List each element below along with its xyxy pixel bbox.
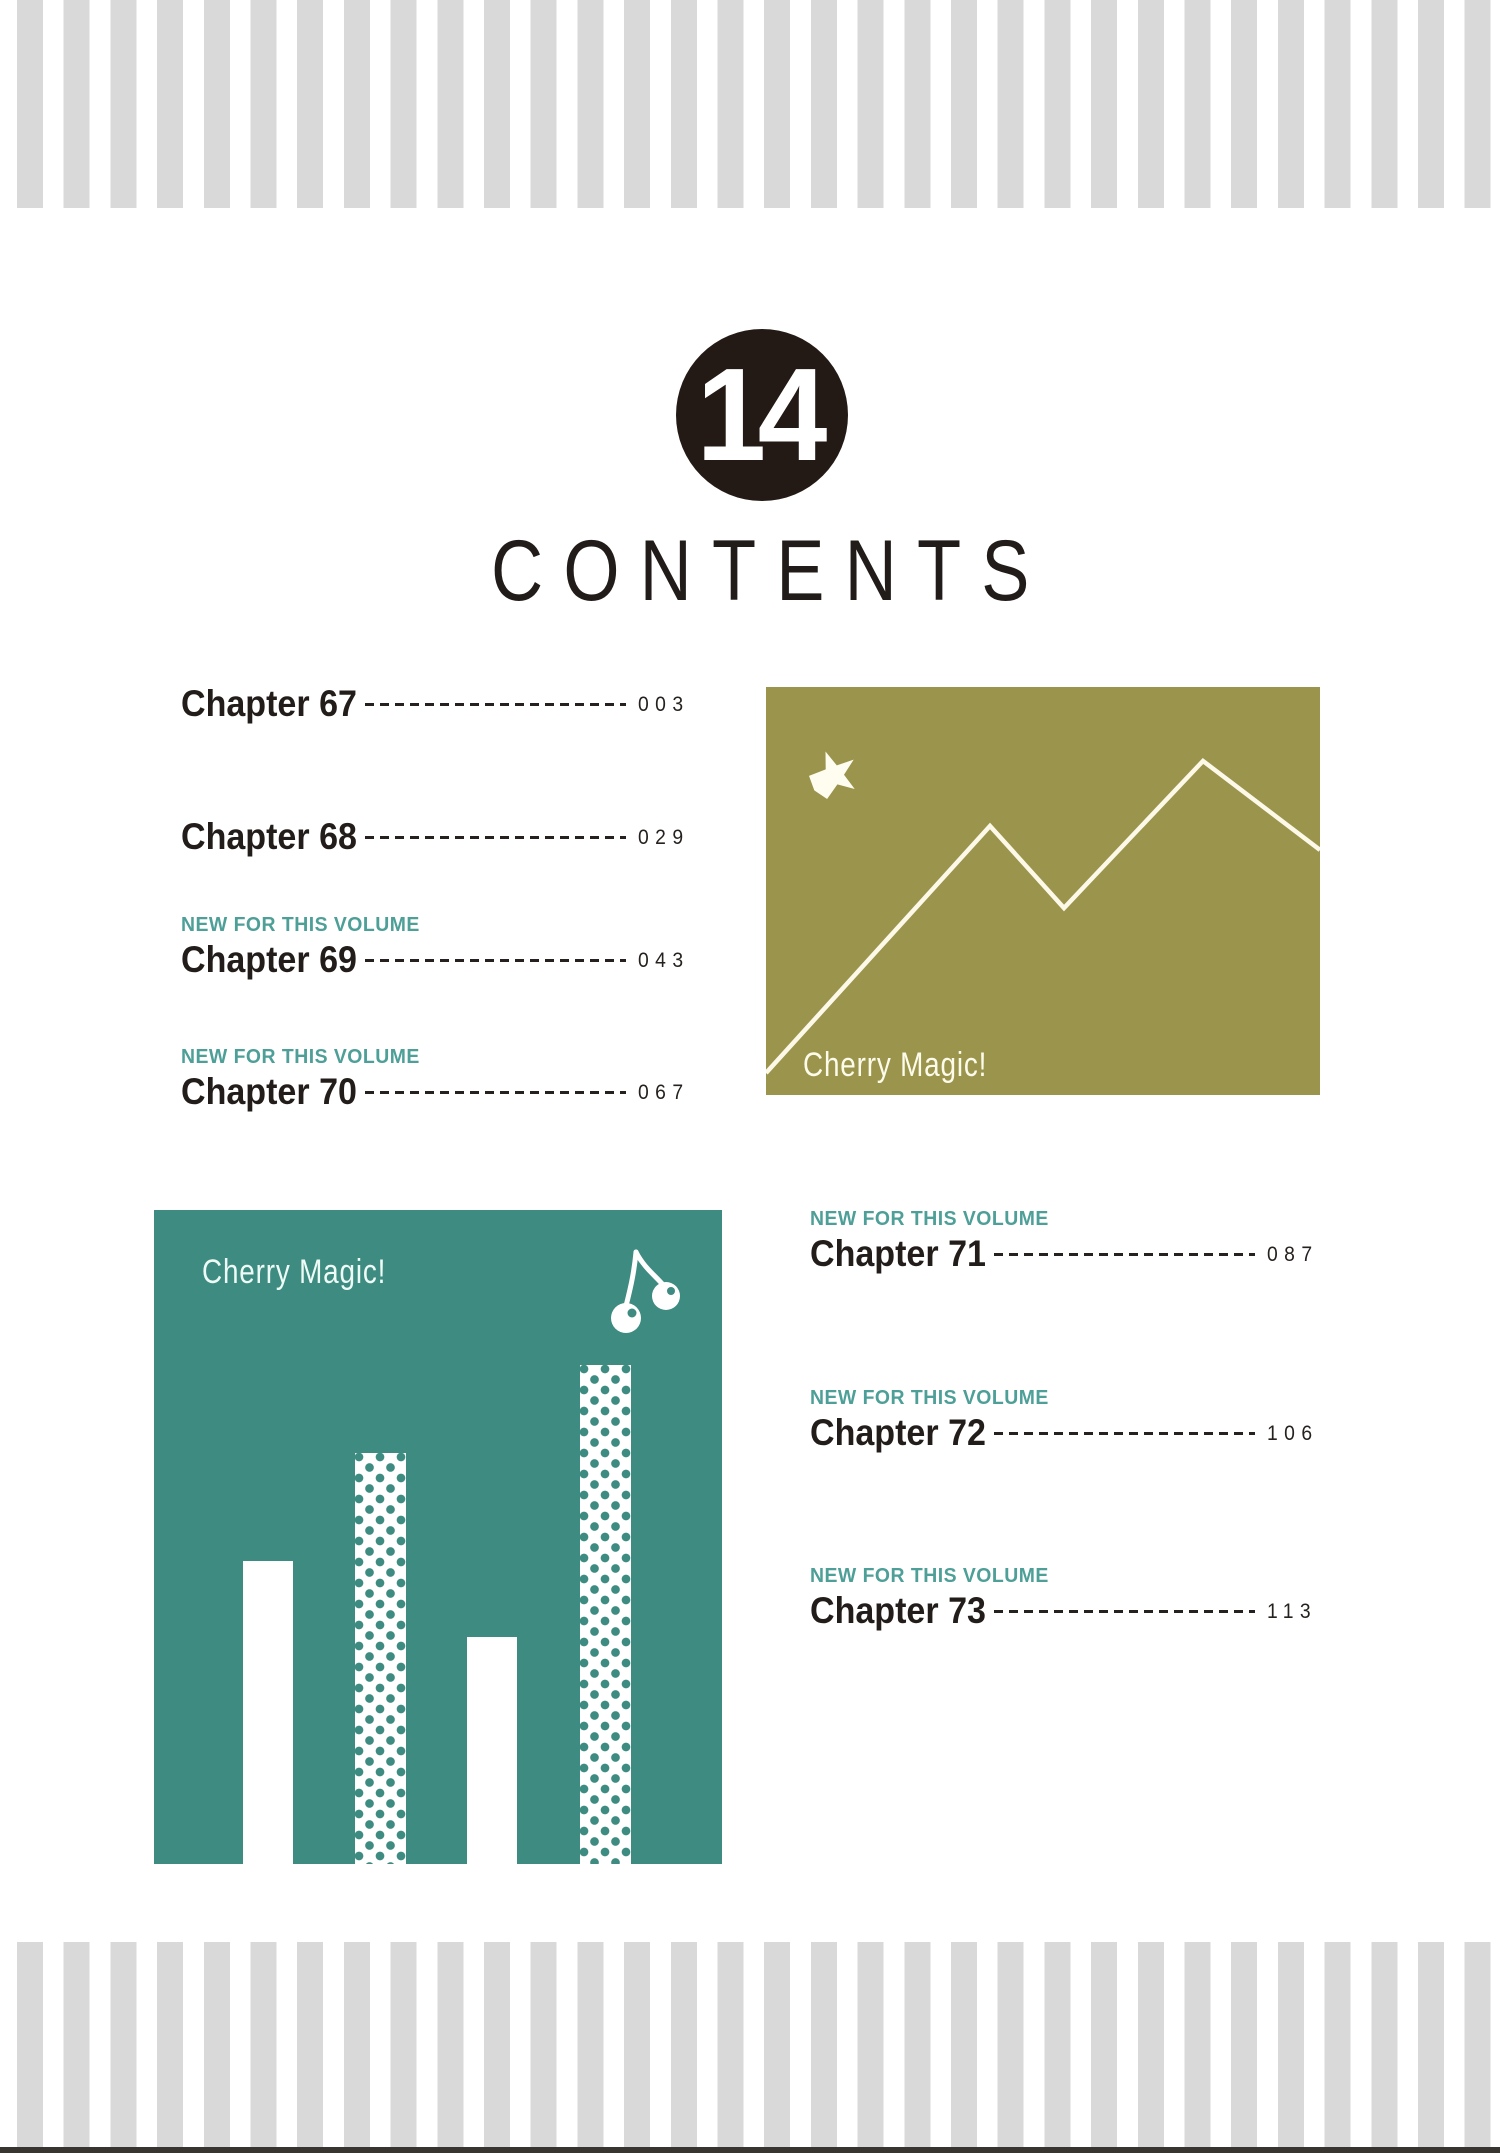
new-for-this-volume-label: NEW FOR THIS VOLUME <box>810 1208 1049 1230</box>
dash-leader <box>994 1431 1255 1435</box>
chapter-title: Chapter 68 <box>181 816 357 857</box>
chapter-title: Chapter 67 <box>181 683 357 724</box>
new-for-this-volume-label: NEW FOR THIS VOLUME <box>810 1565 1049 1587</box>
dash-leader <box>994 1609 1255 1613</box>
page-number: 067 <box>638 1080 690 1104</box>
series-title: Cherry Magic! <box>202 1253 387 1291</box>
cherry-icon <box>606 1248 682 1348</box>
dash-leader <box>365 958 626 962</box>
dash-leader <box>365 835 626 839</box>
page-number: 087 <box>1267 1242 1319 1266</box>
page-number: 003 <box>638 692 690 716</box>
page-number: 029 <box>638 825 690 849</box>
chapter-title: Chapter 73 <box>810 1590 986 1631</box>
toc-entry-chapter-68: Chapter 68 029 <box>181 817 686 857</box>
new-for-this-volume-label: NEW FOR THIS VOLUME <box>181 914 420 936</box>
volume-number: 14 <box>696 341 828 488</box>
bottom-stripe-band <box>0 1942 1500 2153</box>
chapter-title: Chapter 69 <box>181 939 357 980</box>
page-number: 043 <box>638 948 690 972</box>
mountain-line <box>766 751 1320 1075</box>
dash-leader <box>365 1090 626 1094</box>
decorative-bar-dotted-2 <box>580 1365 631 1864</box>
chapter-title: Chapter 71 <box>810 1233 986 1274</box>
page-number: 106 <box>1267 1421 1319 1445</box>
toc-entry-chapter-67: Chapter 67 003 <box>181 684 686 724</box>
decorative-bar-solid-1 <box>243 1561 293 1864</box>
chapter-title: Chapter 72 <box>810 1412 986 1453</box>
toc-entry-chapter-71: NEW FOR THIS VOLUME Chapter 71 087 <box>810 1209 1315 1274</box>
new-for-this-volume-label: NEW FOR THIS VOLUME <box>810 1387 1049 1409</box>
contents-title: CONTENTS <box>491 523 1050 619</box>
toc-entry-chapter-73: NEW FOR THIS VOLUME Chapter 73 113 <box>810 1566 1315 1631</box>
teal-bars-panel: Cherry Magic! <box>154 1210 722 1864</box>
chapter-title: Chapter 70 <box>181 1071 357 1112</box>
top-stripe-band <box>0 0 1500 208</box>
decorative-bar-solid-2 <box>467 1637 517 1864</box>
toc-entry-chapter-70: NEW FOR THIS VOLUME Chapter 70 067 <box>181 1047 686 1112</box>
series-title: Cherry Magic! <box>803 1046 988 1084</box>
dash-leader <box>994 1252 1255 1256</box>
volume-badge: 14 <box>676 329 848 501</box>
toc-entry-chapter-69: NEW FOR THIS VOLUME Chapter 69 043 <box>181 915 686 980</box>
star-icon <box>809 751 855 799</box>
page-number: 113 <box>1267 1599 1318 1623</box>
decorative-bar-dotted-1 <box>355 1453 406 1864</box>
page-bottom-edge-line <box>0 2147 1500 2153</box>
new-for-this-volume-label: NEW FOR THIS VOLUME <box>181 1046 420 1068</box>
dash-leader <box>365 702 626 706</box>
toc-entry-chapter-72: NEW FOR THIS VOLUME Chapter 72 106 <box>810 1388 1315 1453</box>
olive-mountain-panel: Cherry Magic! <box>766 687 1320 1095</box>
